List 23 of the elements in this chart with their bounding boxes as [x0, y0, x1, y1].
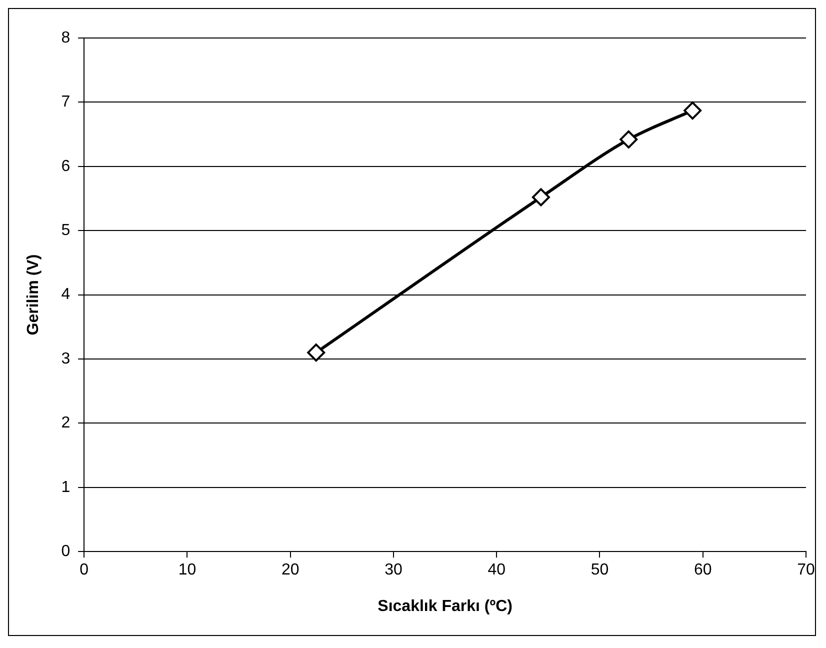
x-tick-label: 0	[80, 562, 89, 579]
x-tick-label: 40	[488, 562, 506, 579]
x-tick-label: 50	[590, 562, 609, 579]
x-tick-label: 70	[797, 562, 815, 579]
point	[684, 102, 702, 120]
x-axis-title: Sıcaklık Farkı (ºC)	[378, 598, 512, 615]
y-tick-label: 7	[61, 94, 70, 111]
y-axis-title: Gerilim (V)	[25, 254, 42, 336]
y-tick-label: 0	[61, 543, 70, 560]
point	[620, 130, 638, 148]
y-tick-label: 1	[61, 478, 70, 496]
y-tick-label: 4	[61, 286, 70, 304]
point	[307, 344, 326, 362]
y-tick-label: 2	[61, 414, 70, 432]
y-tick-label: 8	[61, 29, 70, 46]
x-tick-label: 60	[694, 562, 712, 579]
x-tick-label: 10	[178, 562, 196, 579]
x-tick-label: 20	[281, 562, 300, 579]
y-tick-label: 3	[61, 350, 70, 368]
y-tick-label: 5	[61, 222, 70, 240]
point	[532, 188, 550, 206]
y-tick-label: 6	[61, 158, 70, 175]
x-tick-label: 30	[384, 562, 402, 579]
